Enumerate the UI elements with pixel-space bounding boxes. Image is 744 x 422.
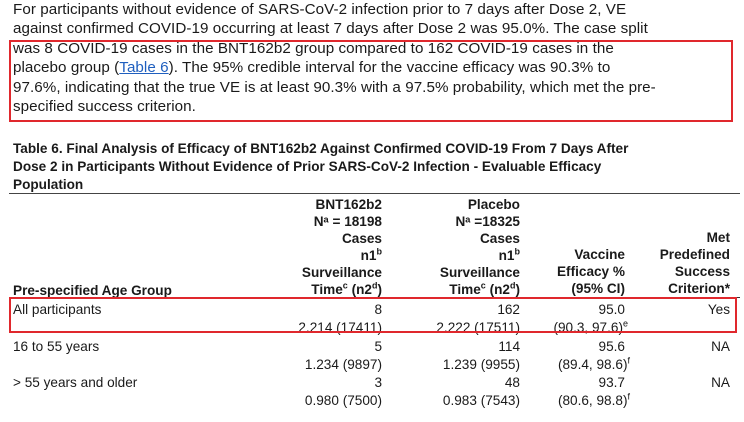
header-text: (n2	[347, 282, 372, 297]
bnt-cases: 3	[374, 375, 382, 390]
table-row: > 55 years and older 3 0.980 (7500) 48 0…	[0, 374, 744, 410]
footnote-mark: e	[622, 318, 628, 329]
caption-line: Dose 2 in Participants Without Evidence …	[13, 159, 602, 174]
header-text: (n2	[485, 282, 510, 297]
header-text: n1	[498, 248, 515, 263]
header-text: n1	[360, 248, 377, 263]
header-text: )	[515, 282, 520, 297]
header-text: n1b	[380, 247, 520, 264]
placebo-surveillance: 0.983 (7543)	[442, 393, 520, 408]
header-text: Timec (n2d)	[380, 281, 520, 298]
vaccine-efficacy: 95.0	[598, 302, 625, 317]
header-text: Pre-specified Age Group	[13, 283, 172, 298]
placebo-cases: 114	[498, 339, 520, 354]
footnote-mark: c	[342, 280, 348, 291]
paragraph-line: placebo group (Table 6). The 95% credibl…	[13, 58, 739, 77]
row-label: All participants	[13, 302, 102, 317]
header-text: Criterion*	[668, 281, 730, 296]
footnote-mark: b	[514, 246, 521, 257]
table-6-link[interactable]: Table 6	[119, 59, 169, 77]
header-text: Efficacy %	[556, 264, 625, 279]
ci-text: (80.6, 98.8)	[557, 393, 628, 408]
header-text: Met	[706, 230, 730, 245]
header-text: Predefined	[659, 247, 730, 262]
table-caption: Table 6. Final Analysis of Efficacy of B…	[13, 140, 739, 194]
row-label: > 55 years and older	[13, 375, 138, 390]
met-criterion: NA	[711, 375, 730, 390]
footnote-mark: c	[480, 280, 486, 291]
paragraph-line: 97.6%, indicating that the true VE is at…	[13, 78, 656, 96]
placebo-cases: 48	[504, 375, 520, 390]
header-text: Nᵃ = 18198	[313, 214, 382, 229]
footnote-mark: d	[509, 280, 516, 291]
table-row: 16 to 55 years 5 1.234 (9897) 114 1.239 …	[0, 338, 744, 374]
header-text: Nᵃ =18325	[455, 214, 520, 229]
placebo-cases: 162	[497, 302, 520, 317]
footnote-mark: d	[371, 280, 378, 291]
bnt-surveillance: 1.234 (9897)	[304, 357, 382, 372]
efficacy-paragraph: For participants without evidence of SAR…	[13, 0, 739, 116]
footnote-mark: b	[376, 246, 383, 257]
header-text: Surveillance	[301, 265, 382, 280]
confidence-interval: (80.6, 98.8)f	[558, 392, 630, 410]
paragraph-line: For participants without evidence of SAR…	[13, 1, 627, 18]
paragraph-line: specified success criterion.	[13, 98, 196, 116]
paragraph-highlight-box	[9, 40, 733, 122]
header-bnt162b2: BNT162b2 Nᵃ = 18198 Cases n1b Surveillan…	[245, 196, 382, 298]
bnt-cases: 8	[374, 302, 382, 317]
header-text: Success	[674, 264, 730, 279]
paragraph-text: ). The 95% credible interval for the vac…	[168, 59, 611, 77]
header-text: (95% CI)	[571, 281, 625, 296]
confidence-interval: (89.4, 98.6)f	[558, 356, 630, 374]
paragraph-line: against confirmed COVID-19 occurring at …	[13, 20, 648, 38]
met-criterion: NA	[711, 339, 730, 354]
bnt-cases: 5	[374, 339, 382, 354]
header-text: Time	[449, 282, 481, 297]
header-text: Timec (n2d)	[245, 281, 382, 298]
ci-text: (89.4, 98.6)	[557, 357, 628, 372]
paragraph-line: was 8 COVID-19 cases in the BNT162b2 gro…	[13, 39, 614, 57]
header-text: Cases	[341, 231, 382, 246]
paragraph-text: placebo group (	[13, 59, 120, 77]
caption-line: Table 6. Final Analysis of Efficacy of B…	[13, 141, 629, 156]
header-text: n1b	[245, 247, 382, 264]
header-text: Surveillance	[439, 265, 520, 280]
footnote-mark: f	[627, 355, 630, 366]
met-criterion: Yes	[707, 302, 730, 317]
header-text: BNT162b2	[315, 197, 382, 212]
header-text: )	[377, 282, 382, 297]
header-vaccine-efficacy: Vaccine Efficacy % (95% CI)	[520, 246, 625, 297]
footnote-mark: f	[627, 391, 630, 402]
header-text: Vaccine	[574, 247, 625, 262]
header-text: Time	[311, 282, 343, 297]
header-placebo: Placebo Nᵃ =18325 Cases n1b Surveillance…	[380, 196, 520, 298]
bnt-surveillance: 0.980 (7500)	[304, 393, 382, 408]
vaccine-efficacy: 93.7	[598, 375, 625, 390]
caption-line: Population	[13, 177, 84, 192]
header-age-group: Pre-specified Age Group	[13, 282, 172, 299]
header-met-criterion: Met Predefined Success Criterion*	[625, 229, 730, 297]
header-text: Cases	[479, 231, 520, 246]
header-text: Placebo	[467, 197, 520, 212]
placebo-surveillance: 1.239 (9955)	[442, 357, 520, 372]
row-label: 16 to 55 years	[13, 339, 100, 354]
row-highlight-box	[9, 297, 737, 333]
vaccine-efficacy: 95.6	[598, 339, 625, 354]
table-top-rule	[9, 193, 740, 194]
